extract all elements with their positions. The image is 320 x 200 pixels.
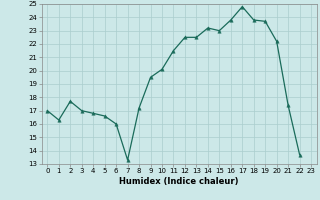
X-axis label: Humidex (Indice chaleur): Humidex (Indice chaleur): [119, 177, 239, 186]
